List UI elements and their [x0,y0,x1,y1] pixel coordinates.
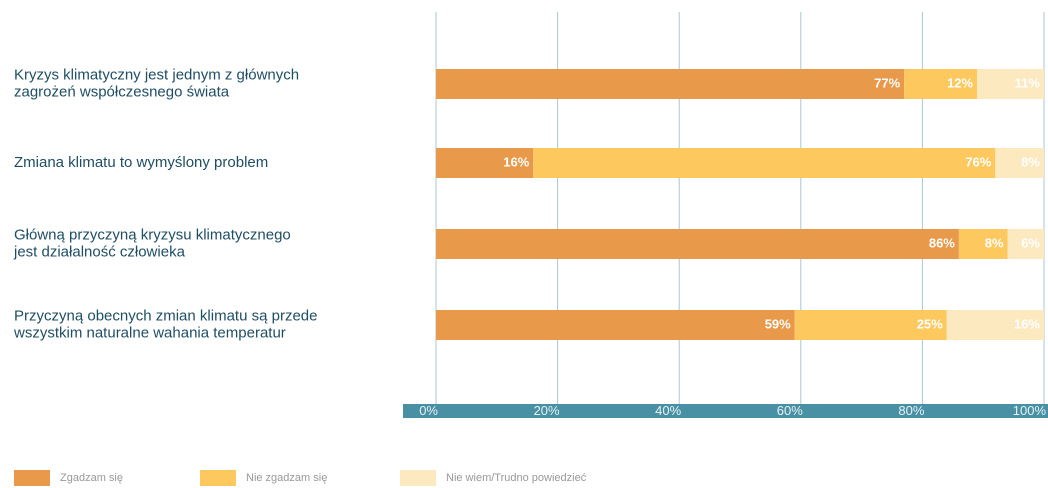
bar-segment [946,310,1044,340]
category-label: jest działalność człowieka [13,243,186,260]
x-tick-label: 100% [1013,403,1047,418]
x-tick-label: 0% [419,403,438,418]
bar-segment [436,310,795,340]
category-label: zagrożeń współczesnego świata [14,83,230,100]
bar-segment [436,69,905,99]
bar-segment [794,310,947,340]
value-label: 16% [503,154,529,169]
axis-band [403,404,1048,418]
bar-segment [958,229,1008,259]
bar-segment [995,148,1044,178]
value-label: 6% [1021,235,1040,250]
bar-segment [436,148,534,178]
value-label: 59% [765,316,791,331]
bar-segment [1007,229,1044,259]
value-label: 25% [917,316,943,331]
category-label: Przyczyną obecnych zmian klimatu są prze… [14,307,317,324]
x-tick-label: 20% [534,403,560,418]
x-tick-label: 40% [655,403,681,418]
category-label: wszystkim naturalne wahania temperatur [13,324,286,341]
legend-swatch [14,470,50,486]
category-label: Główną przyczyną kryzysu klimatycznego [14,226,291,243]
value-label: 77% [874,75,900,90]
legend-swatch [200,470,236,486]
bar-segment [533,148,996,178]
value-label: 86% [929,235,955,250]
x-tick-label: 60% [777,403,803,418]
value-label: 11% [1015,75,1041,90]
bar-segment [904,69,978,99]
category-label: Kryzys klimatyczny jest jednym z głównyc… [14,66,299,83]
value-label: 8% [985,235,1004,250]
value-label: 12% [947,75,973,90]
legend-label: Zgadzam się [60,472,123,484]
bar-segment [436,229,959,259]
x-tick-label: 80% [898,403,924,418]
legend-label: Nie zgadzam się [246,472,327,484]
value-label: 8% [1021,154,1040,169]
value-label: 76% [965,154,991,169]
legend-swatch [400,470,436,486]
bar-segment [977,69,1044,99]
category-label: Zmiana klimatu to wymyślony problem [14,154,268,171]
legend-label: Nie wiem/Trudno powiedzieć [446,472,587,484]
value-label: 16% [1014,316,1040,331]
